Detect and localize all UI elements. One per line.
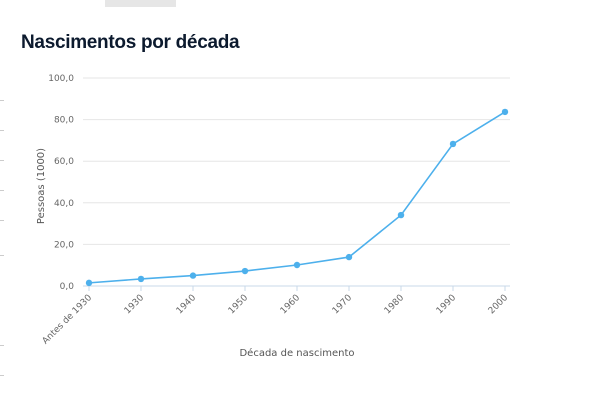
top-button[interactable] bbox=[105, 0, 176, 7]
data-point[interactable] bbox=[501, 108, 509, 116]
x-tick-label: 1980 bbox=[383, 293, 406, 316]
x-tick-label: Antes de 1930 bbox=[41, 293, 95, 347]
x-tick-label: 1990 bbox=[435, 293, 458, 316]
data-point[interactable] bbox=[449, 140, 457, 148]
data-point[interactable] bbox=[189, 272, 197, 279]
edge-mark bbox=[0, 100, 4, 101]
edge-mark bbox=[0, 190, 4, 191]
data-point[interactable] bbox=[137, 275, 145, 283]
edge-mark bbox=[0, 345, 4, 346]
data-point[interactable] bbox=[293, 261, 301, 269]
x-tick-label: 1960 bbox=[279, 293, 302, 316]
series-line bbox=[88, 111, 506, 284]
data-point[interactable] bbox=[397, 211, 405, 219]
x-axis-label: Década de nascimento bbox=[239, 347, 354, 359]
y-tick-label: 40,0 bbox=[54, 199, 74, 209]
edge-mark bbox=[0, 255, 4, 256]
edge-mark bbox=[0, 130, 4, 131]
data-point[interactable] bbox=[241, 267, 249, 275]
y-tick-label: 60,0 bbox=[54, 157, 74, 167]
x-tick-label: 1970 bbox=[331, 293, 354, 316]
y-tick-label: 100,0 bbox=[48, 74, 74, 84]
y-axis-label: Pessoas (1000) bbox=[36, 148, 47, 224]
y-tick-label: 80,0 bbox=[54, 116, 74, 126]
edge-mark bbox=[0, 220, 4, 221]
edge-mark bbox=[0, 375, 4, 376]
data-point[interactable] bbox=[345, 253, 353, 261]
x-tick-label: 1950 bbox=[227, 293, 250, 316]
data-point[interactable] bbox=[85, 279, 93, 287]
x-tick-label: 2000 bbox=[487, 293, 510, 316]
x-tick-label: 1930 bbox=[123, 293, 146, 316]
page-title: Nascimentos por década bbox=[21, 32, 240, 53]
edge-mark bbox=[0, 160, 4, 161]
x-tick-label: 1940 bbox=[175, 293, 198, 316]
y-tick-label: 20,0 bbox=[54, 240, 74, 250]
y-tick-label: 0,0 bbox=[60, 282, 75, 292]
